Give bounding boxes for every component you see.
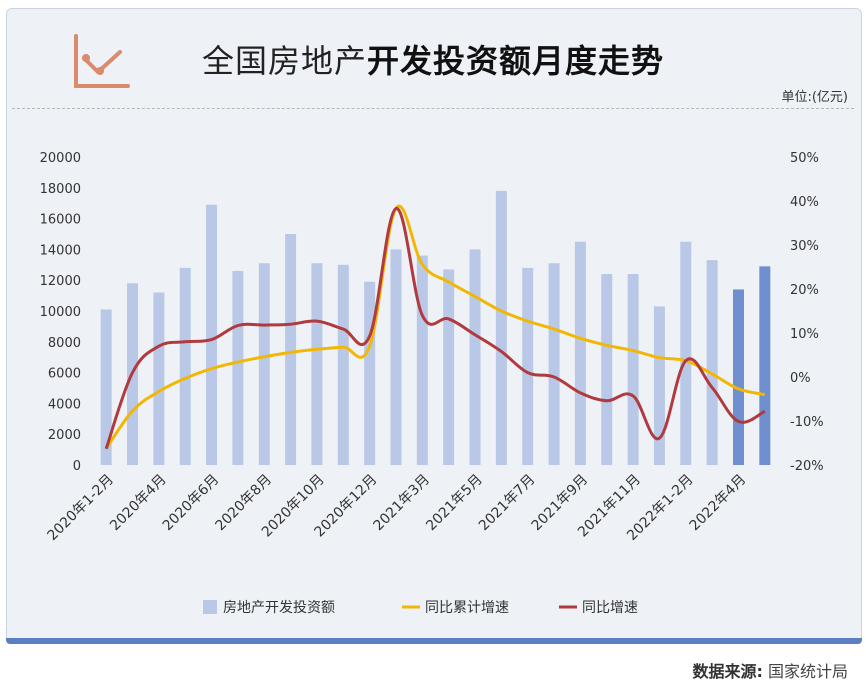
bar <box>627 274 639 465</box>
right-axis-tick: 50% <box>790 151 819 166</box>
bar <box>706 260 718 465</box>
left-axis-tick: 2000 <box>48 428 81 443</box>
bar <box>495 190 507 465</box>
bar <box>653 306 665 465</box>
left-axis-tick: 18000 <box>40 182 81 197</box>
legend-label-cumulative: 同比累计增速 <box>425 600 509 616</box>
bar <box>680 241 692 465</box>
source-value: 国家统计局 <box>767 662 848 681</box>
right-axis-tick: 0% <box>790 371 811 386</box>
right-axis-tick: 30% <box>790 239 819 254</box>
source-label: 数据来源: <box>692 662 763 681</box>
bar <box>574 241 586 465</box>
right-axis-tick: 10% <box>790 327 819 342</box>
unit-label: 单位:(亿元) <box>781 90 848 105</box>
card-bottom-bar <box>6 638 862 644</box>
right-axis-tick: -20% <box>790 459 824 474</box>
left-axis-tick: 20000 <box>40 151 81 166</box>
bar <box>258 263 270 465</box>
chart-title: 全国房地产开发投资额月度走势 <box>0 36 866 82</box>
bar <box>311 263 323 465</box>
right-axis-tick: 40% <box>790 195 819 210</box>
bar <box>337 264 349 465</box>
legend-label-yoy: 同比增速 <box>582 600 638 616</box>
right-axis-tick: -10% <box>790 415 824 430</box>
bar <box>100 309 112 465</box>
bar <box>285 234 297 465</box>
left-axis-tick: 14000 <box>40 243 81 258</box>
legend-swatch-bar <box>203 600 217 614</box>
left-axis-tick: 16000 <box>40 213 81 228</box>
left-axis-tick: 4000 <box>48 397 81 412</box>
left-axis-tick: 10000 <box>40 305 81 320</box>
left-axis-tick: 0 <box>73 459 81 474</box>
bar <box>469 249 481 465</box>
left-axis-tick: 8000 <box>48 336 81 351</box>
bar <box>443 269 455 465</box>
bar <box>390 249 402 465</box>
bar <box>548 263 560 465</box>
bar <box>759 266 771 465</box>
title-divider <box>12 108 854 109</box>
x-axis-tick: 2020年6月 <box>160 472 223 535</box>
right-axis-tick: 20% <box>790 283 819 298</box>
bar <box>206 204 218 466</box>
bar <box>416 255 428 465</box>
bar <box>153 292 165 465</box>
x-axis-tick: 2020年1-2月 <box>45 472 117 544</box>
data-source: 数据来源: 国家统计局 <box>692 658 848 682</box>
bar <box>601 274 613 465</box>
bar <box>232 270 244 465</box>
title-regular: 全国房地产 <box>201 42 367 80</box>
line-chart-logo-icon <box>74 34 130 88</box>
left-axis-tick: 6000 <box>48 367 81 382</box>
yoy-growth-line <box>104 206 766 450</box>
chart-card <box>6 8 862 644</box>
x-axis-tick: 2022年4月 <box>687 472 750 535</box>
legend-label-investment: 房地产开发投资额 <box>223 600 335 616</box>
cumulative-growth-line <box>104 204 766 450</box>
left-axis-tick: 12000 <box>40 274 81 289</box>
bar <box>522 267 534 465</box>
bar <box>364 281 376 465</box>
title-bold: 开发投资额月度走势 <box>367 42 665 80</box>
bar <box>732 289 744 465</box>
bar <box>179 267 191 465</box>
